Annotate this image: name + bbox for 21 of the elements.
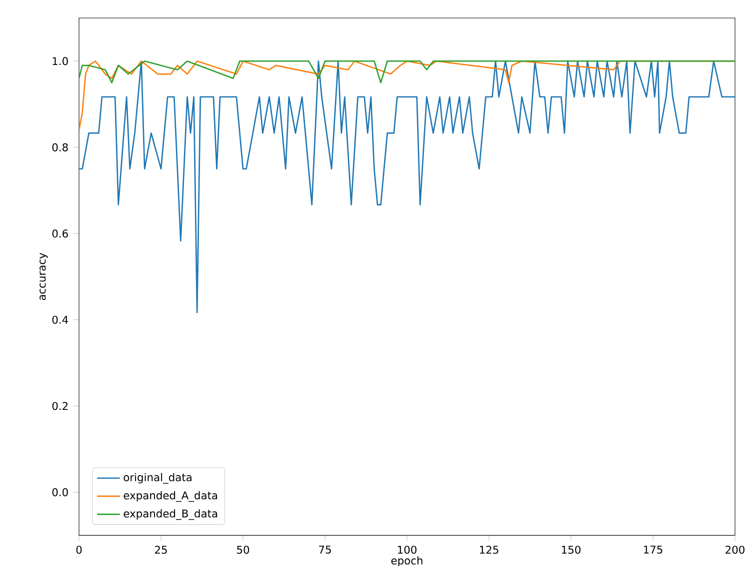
y-tick-label: 0.6 bbox=[52, 230, 68, 238]
x-tick-label: 200 bbox=[726, 546, 744, 554]
x-tick-label: 150 bbox=[562, 546, 580, 554]
x-tick-label: 50 bbox=[237, 546, 250, 554]
x-tick-label: 125 bbox=[480, 546, 498, 554]
x-tick-label: 0 bbox=[76, 546, 82, 554]
y-tick-label: 0.4 bbox=[52, 316, 68, 324]
y-tick-label: 0.2 bbox=[52, 402, 68, 410]
legend-label: expanded_A_data bbox=[124, 491, 218, 502]
y-tick-label: 0.8 bbox=[52, 143, 68, 152]
y-tick-label: 1.0 bbox=[52, 57, 68, 66]
legend-label: original_data bbox=[124, 473, 192, 484]
x-tick-label: 25 bbox=[154, 546, 167, 554]
x-tick-label: 175 bbox=[644, 546, 662, 554]
x-tick-label: 75 bbox=[319, 546, 331, 554]
y-tick-label: 0.0 bbox=[52, 488, 68, 496]
line-series bbox=[79, 60, 736, 84]
line-series bbox=[79, 60, 736, 314]
legend-label: expanded_B_data bbox=[124, 509, 218, 520]
x-tick-label: 100 bbox=[398, 546, 416, 554]
y-axis-title: accuracy bbox=[40, 252, 48, 300]
